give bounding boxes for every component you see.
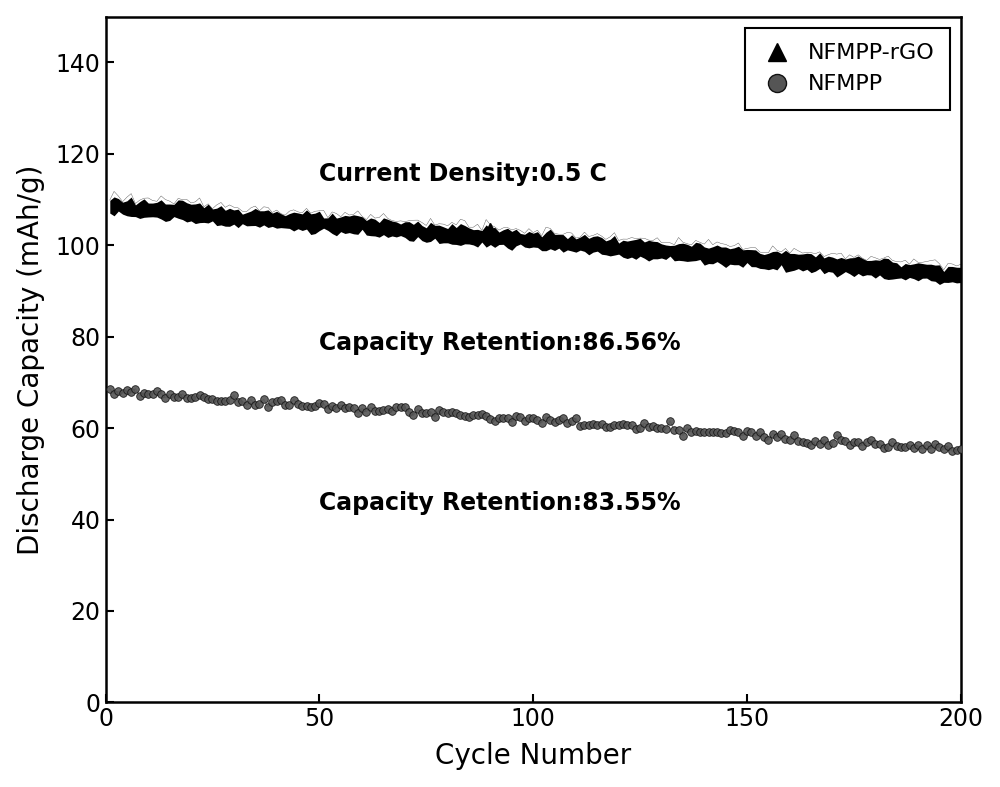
Y-axis label: Discharge Capacity (mAh/g): Discharge Capacity (mAh/g) (17, 164, 45, 555)
Text: Capacity Retention:83.55%: Capacity Retention:83.55% (319, 491, 681, 515)
X-axis label: Cycle Number: Cycle Number (435, 742, 631, 770)
Text: Capacity Retention:86.56%: Capacity Retention:86.56% (319, 331, 681, 355)
Legend: NFMPP-rGO, NFMPP: NFMPP-rGO, NFMPP (745, 28, 950, 110)
Text: Current Density:0.5 C: Current Density:0.5 C (319, 162, 607, 186)
